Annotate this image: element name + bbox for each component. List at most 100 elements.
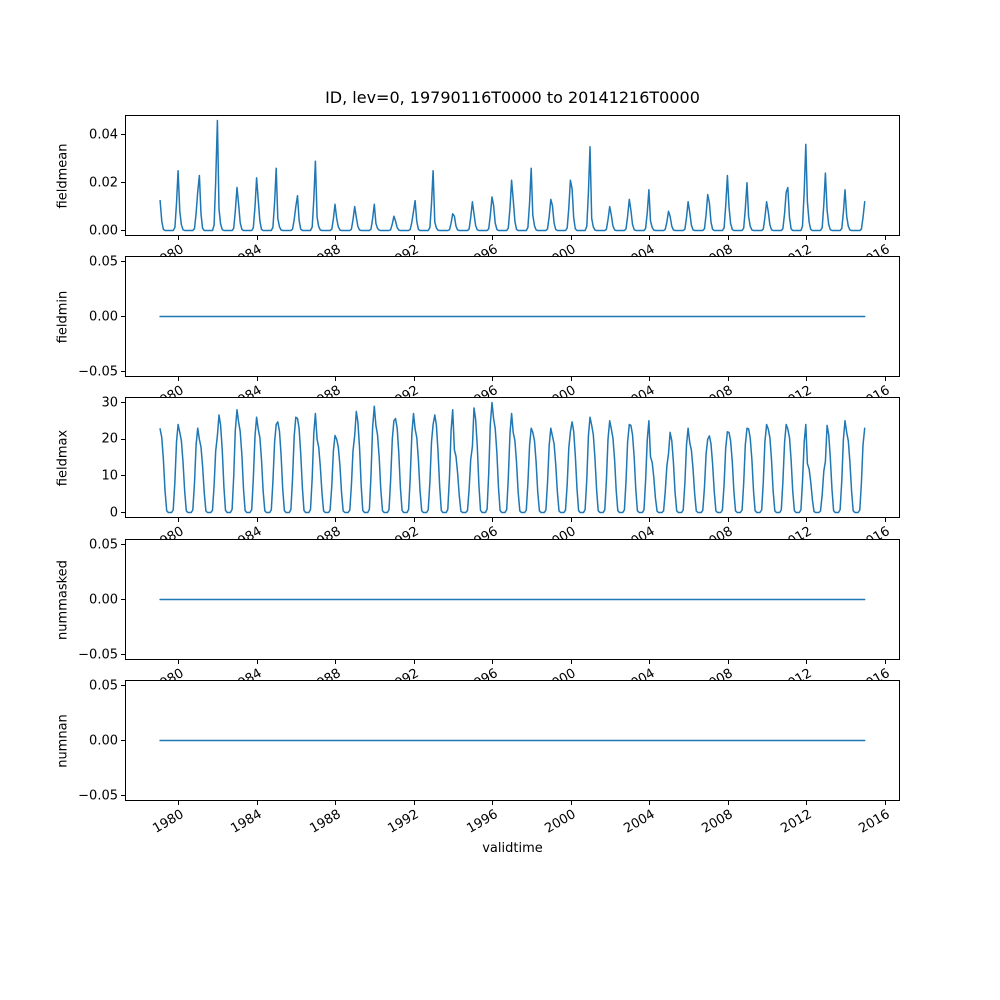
x-tick-label-text: 1984 (228, 807, 265, 837)
x-tick-label-text: 2000 (542, 807, 579, 837)
x-tick (727, 236, 729, 240)
y-tick-label: −0.05 (78, 788, 118, 803)
x-tick (649, 801, 651, 805)
y-tick (121, 371, 125, 372)
x-tick (492, 801, 494, 805)
x-tick (492, 518, 494, 522)
line-series-fieldmean (159, 119, 866, 232)
y-axis-label-fieldmean: fieldmean (55, 143, 71, 208)
x-tick (884, 518, 886, 522)
x-tick (256, 236, 258, 240)
x-tick (178, 801, 180, 805)
x-tick (335, 377, 337, 381)
y-tick-label: 0 (109, 505, 118, 520)
x-tick (727, 377, 729, 381)
y-tick-label: 20 (101, 431, 118, 447)
x-axis-title: validtime (482, 841, 543, 856)
x-tick (570, 801, 572, 805)
x-tick (570, 236, 572, 240)
x-tick (413, 236, 415, 240)
x-tick (649, 518, 651, 522)
y-tick-label: −0.05 (78, 647, 118, 662)
x-tick-label-text: 2004 (621, 807, 658, 837)
x-tick (335, 518, 337, 522)
line-series-fieldmin (159, 315, 866, 318)
x-tick-label-text: 2012 (777, 807, 815, 837)
y-tick (121, 654, 125, 655)
y-axis-label-numnan: numnan (55, 713, 71, 768)
x-tick (727, 801, 729, 805)
x-tick (178, 236, 180, 240)
x-tick (335, 236, 337, 240)
y-tick-label: 30 (101, 395, 118, 410)
subplot-fieldmean: 0.000.020.04fieldmean1980198419881992199… (56, 115, 900, 272)
y-tick (121, 740, 125, 741)
x-tick-label-text: 2008 (699, 807, 736, 837)
x-tick (256, 660, 258, 664)
x-tick (570, 377, 572, 381)
x-tick (413, 801, 415, 805)
chart-title: ID, lev=0, 19790116T0000 to 20141216T000… (325, 88, 700, 107)
subplot-nummasked: −0.050.000.05nummasked198019841988199219… (56, 537, 900, 696)
y-tick (121, 512, 125, 513)
x-tick (884, 236, 886, 240)
x-tick (178, 660, 180, 664)
x-tick (413, 660, 415, 664)
y-tick (121, 599, 125, 600)
x-tick (256, 377, 258, 381)
x-tick (727, 660, 729, 664)
x-tick (649, 236, 651, 240)
y-axis-label-fieldmin: fieldmin (55, 290, 71, 343)
x-tick (806, 236, 808, 240)
x-tick-label-text: 1980 (150, 807, 187, 837)
x-tick (649, 377, 651, 381)
y-tick (121, 261, 125, 262)
subplot-numnan: −0.05 0.00 0.05 numnan 1980 1984 1988 1992 1996 2… (56, 678, 900, 837)
y-tick (121, 230, 125, 231)
x-tick (492, 377, 494, 381)
y-tick-label: 0.00 (89, 223, 118, 238)
y-tick-label: 0.05 (89, 678, 118, 693)
y-tick (121, 134, 125, 136)
y-tick (121, 795, 125, 796)
y-tick (121, 182, 125, 184)
x-tick (806, 801, 808, 805)
x-tick (806, 518, 808, 522)
y-tick-label: 0.04 (89, 127, 118, 143)
y-tick-label: 0.02 (89, 175, 118, 191)
y-tick (121, 438, 125, 440)
x-tick (178, 518, 180, 522)
line-series-fieldmax (159, 401, 866, 514)
x-tick (178, 377, 180, 381)
y-tick (121, 316, 125, 317)
y-tick-label: 0.00 (89, 309, 118, 324)
x-tick (570, 518, 572, 522)
x-tick (649, 660, 651, 664)
x-tick (884, 660, 886, 664)
x-tick-label-text: 1996 (464, 807, 501, 837)
x-tick (413, 518, 415, 522)
x-tick (806, 660, 808, 664)
y-axis-label-fieldmax: fieldmax (55, 429, 71, 486)
data-line (159, 119, 866, 232)
y-tick (121, 402, 125, 403)
y-tick-label: 10 (101, 468, 118, 484)
y-tick (121, 475, 125, 477)
x-tick-label-text: 1988 (307, 807, 344, 837)
x-tick (256, 518, 258, 522)
x-tick-label-text: 1992 (385, 807, 422, 837)
x-tick-label-text: 2016 (856, 807, 893, 837)
subplot-fieldmin: −0.050.000.05fieldmin1980198419881992199… (56, 254, 900, 413)
x-tick (335, 801, 337, 805)
y-tick-label: 0.05 (89, 537, 118, 552)
line-series-numnan (159, 739, 866, 742)
y-tick (121, 685, 125, 686)
x-tick (570, 660, 572, 664)
line-series-nummasked (159, 598, 866, 601)
x-tick (806, 377, 808, 381)
x-tick (335, 660, 337, 664)
y-axis-label-nummasked: nummasked (55, 559, 71, 640)
x-tick (492, 660, 494, 664)
x-tick (256, 801, 258, 805)
data-line (159, 401, 866, 514)
